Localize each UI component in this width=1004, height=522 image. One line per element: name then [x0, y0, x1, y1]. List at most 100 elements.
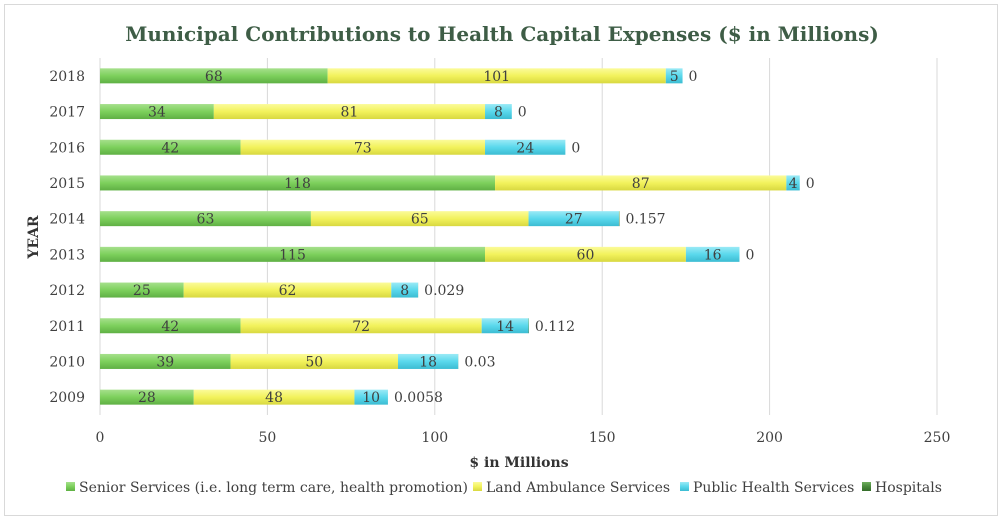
data-label: 68 [205, 69, 223, 85]
data-label: 48 [265, 390, 283, 406]
bar-segment [240, 139, 486, 155]
bar-segment [230, 353, 398, 369]
bar-segment [481, 318, 529, 334]
data-label: 118 [284, 176, 311, 192]
data-label: 42 [161, 319, 179, 335]
bar-segment [391, 282, 419, 298]
data-label: 27 [565, 212, 583, 228]
y-tick-labels: 2009 2010 2011 2012 2013 2014 2015 2016 2017 2018 [49, 69, 85, 406]
bar-segment [354, 389, 388, 405]
bar-segment [213, 104, 486, 120]
data-label: 63 [197, 212, 215, 228]
data-label: 62 [279, 283, 297, 299]
data-label: 101 [483, 69, 510, 85]
y-tick-label: 2013 [49, 247, 85, 263]
x-tick-label: 250 [924, 430, 951, 446]
legend: Senior Services (i.e. long term care, he… [66, 480, 942, 496]
data-label: 42 [161, 140, 179, 156]
y-tick-label: 2011 [49, 319, 85, 335]
data-label: 4 [789, 176, 798, 192]
data-label: 16 [704, 247, 722, 263]
legend-label: Public Health Services [693, 480, 854, 496]
legend-label: Land Ambulance Services [486, 480, 670, 496]
data-label: 18 [419, 354, 437, 370]
bar-segment [485, 104, 512, 120]
bar-segment [618, 211, 620, 227]
y-tick-label: 2010 [49, 354, 85, 370]
chart-title: Municipal Contributions to Health Capita… [125, 22, 879, 46]
data-label: 115 [279, 247, 306, 263]
data-label: 0.112 [535, 319, 575, 335]
legend-label: Hospitals [875, 480, 942, 496]
x-axis-label: $ in Millions [469, 455, 568, 471]
data-label: 50 [305, 354, 323, 370]
data-label: 34 [148, 105, 166, 121]
legend-label: Senior Services (i.e. long term care, he… [79, 480, 468, 496]
x-tick-label: 200 [756, 430, 783, 446]
bar-segment [193, 389, 355, 405]
data-label: 25 [133, 283, 151, 299]
bar-segment [485, 246, 686, 262]
bar-segment [485, 139, 566, 155]
data-label: 87 [632, 176, 650, 192]
data-label: 0 [518, 105, 527, 121]
bar-segment [665, 68, 683, 84]
bar-segment [100, 282, 184, 298]
legend-swatch [66, 482, 75, 491]
data-label: 0 [745, 247, 754, 263]
data-label: 39 [156, 354, 174, 370]
data-label: 60 [577, 247, 595, 263]
y-tick-label: 2014 [49, 212, 85, 228]
x-tick-label: 150 [589, 430, 616, 446]
bar-segment [183, 282, 392, 298]
data-label: 0 [689, 69, 698, 85]
y-tick-label: 2017 [49, 105, 85, 121]
bar-segment [397, 353, 459, 369]
data-label: 8 [400, 283, 409, 299]
data-label: 0 [571, 140, 580, 156]
data-label: 65 [411, 212, 429, 228]
data-label: 8 [494, 105, 503, 121]
data-label: 0.0058 [394, 390, 443, 406]
bar-segment [100, 353, 231, 369]
bar-segment [100, 246, 486, 262]
data-label: 14 [496, 319, 514, 335]
y-tick-label: 2009 [49, 390, 85, 406]
x-tick-label: 50 [258, 430, 276, 446]
bar-segment [327, 68, 666, 84]
data-label: 24 [516, 140, 534, 156]
bar-segment [685, 246, 740, 262]
legend-swatch [680, 482, 689, 491]
x-tick-labels: 0 50 100 150 200 250 [96, 430, 951, 446]
data-label: 28 [138, 390, 156, 406]
data-label: 5 [670, 69, 679, 85]
bar-segment [100, 211, 311, 227]
legend-swatch [862, 482, 871, 491]
data-label: 0.03 [464, 354, 495, 370]
data-label: 0.029 [424, 283, 464, 299]
bar-segment [100, 318, 241, 334]
data-label: 72 [352, 319, 370, 335]
data-label: 0 [806, 176, 815, 192]
y-tick-label: 2018 [49, 69, 85, 85]
y-tick-label: 2016 [49, 140, 85, 156]
data-label: 10 [362, 390, 380, 406]
bar-segment [100, 139, 241, 155]
x-tick-label: 0 [96, 430, 105, 446]
y-axis-label: YEAR [26, 215, 42, 260]
bar-segment [495, 175, 787, 191]
y-tick-label: 2012 [49, 283, 85, 299]
bar-segment [100, 175, 496, 191]
bar-segment [100, 68, 328, 84]
bar-segment [786, 175, 800, 191]
y-tick-label: 2015 [49, 176, 85, 192]
legend-swatch [473, 482, 482, 491]
data-label: 81 [341, 105, 359, 121]
bar-segment [100, 389, 194, 405]
x-tick-label: 100 [421, 430, 448, 446]
bar-segment [240, 318, 482, 334]
bar-segment [100, 104, 214, 120]
data-label: 0.157 [625, 212, 665, 228]
